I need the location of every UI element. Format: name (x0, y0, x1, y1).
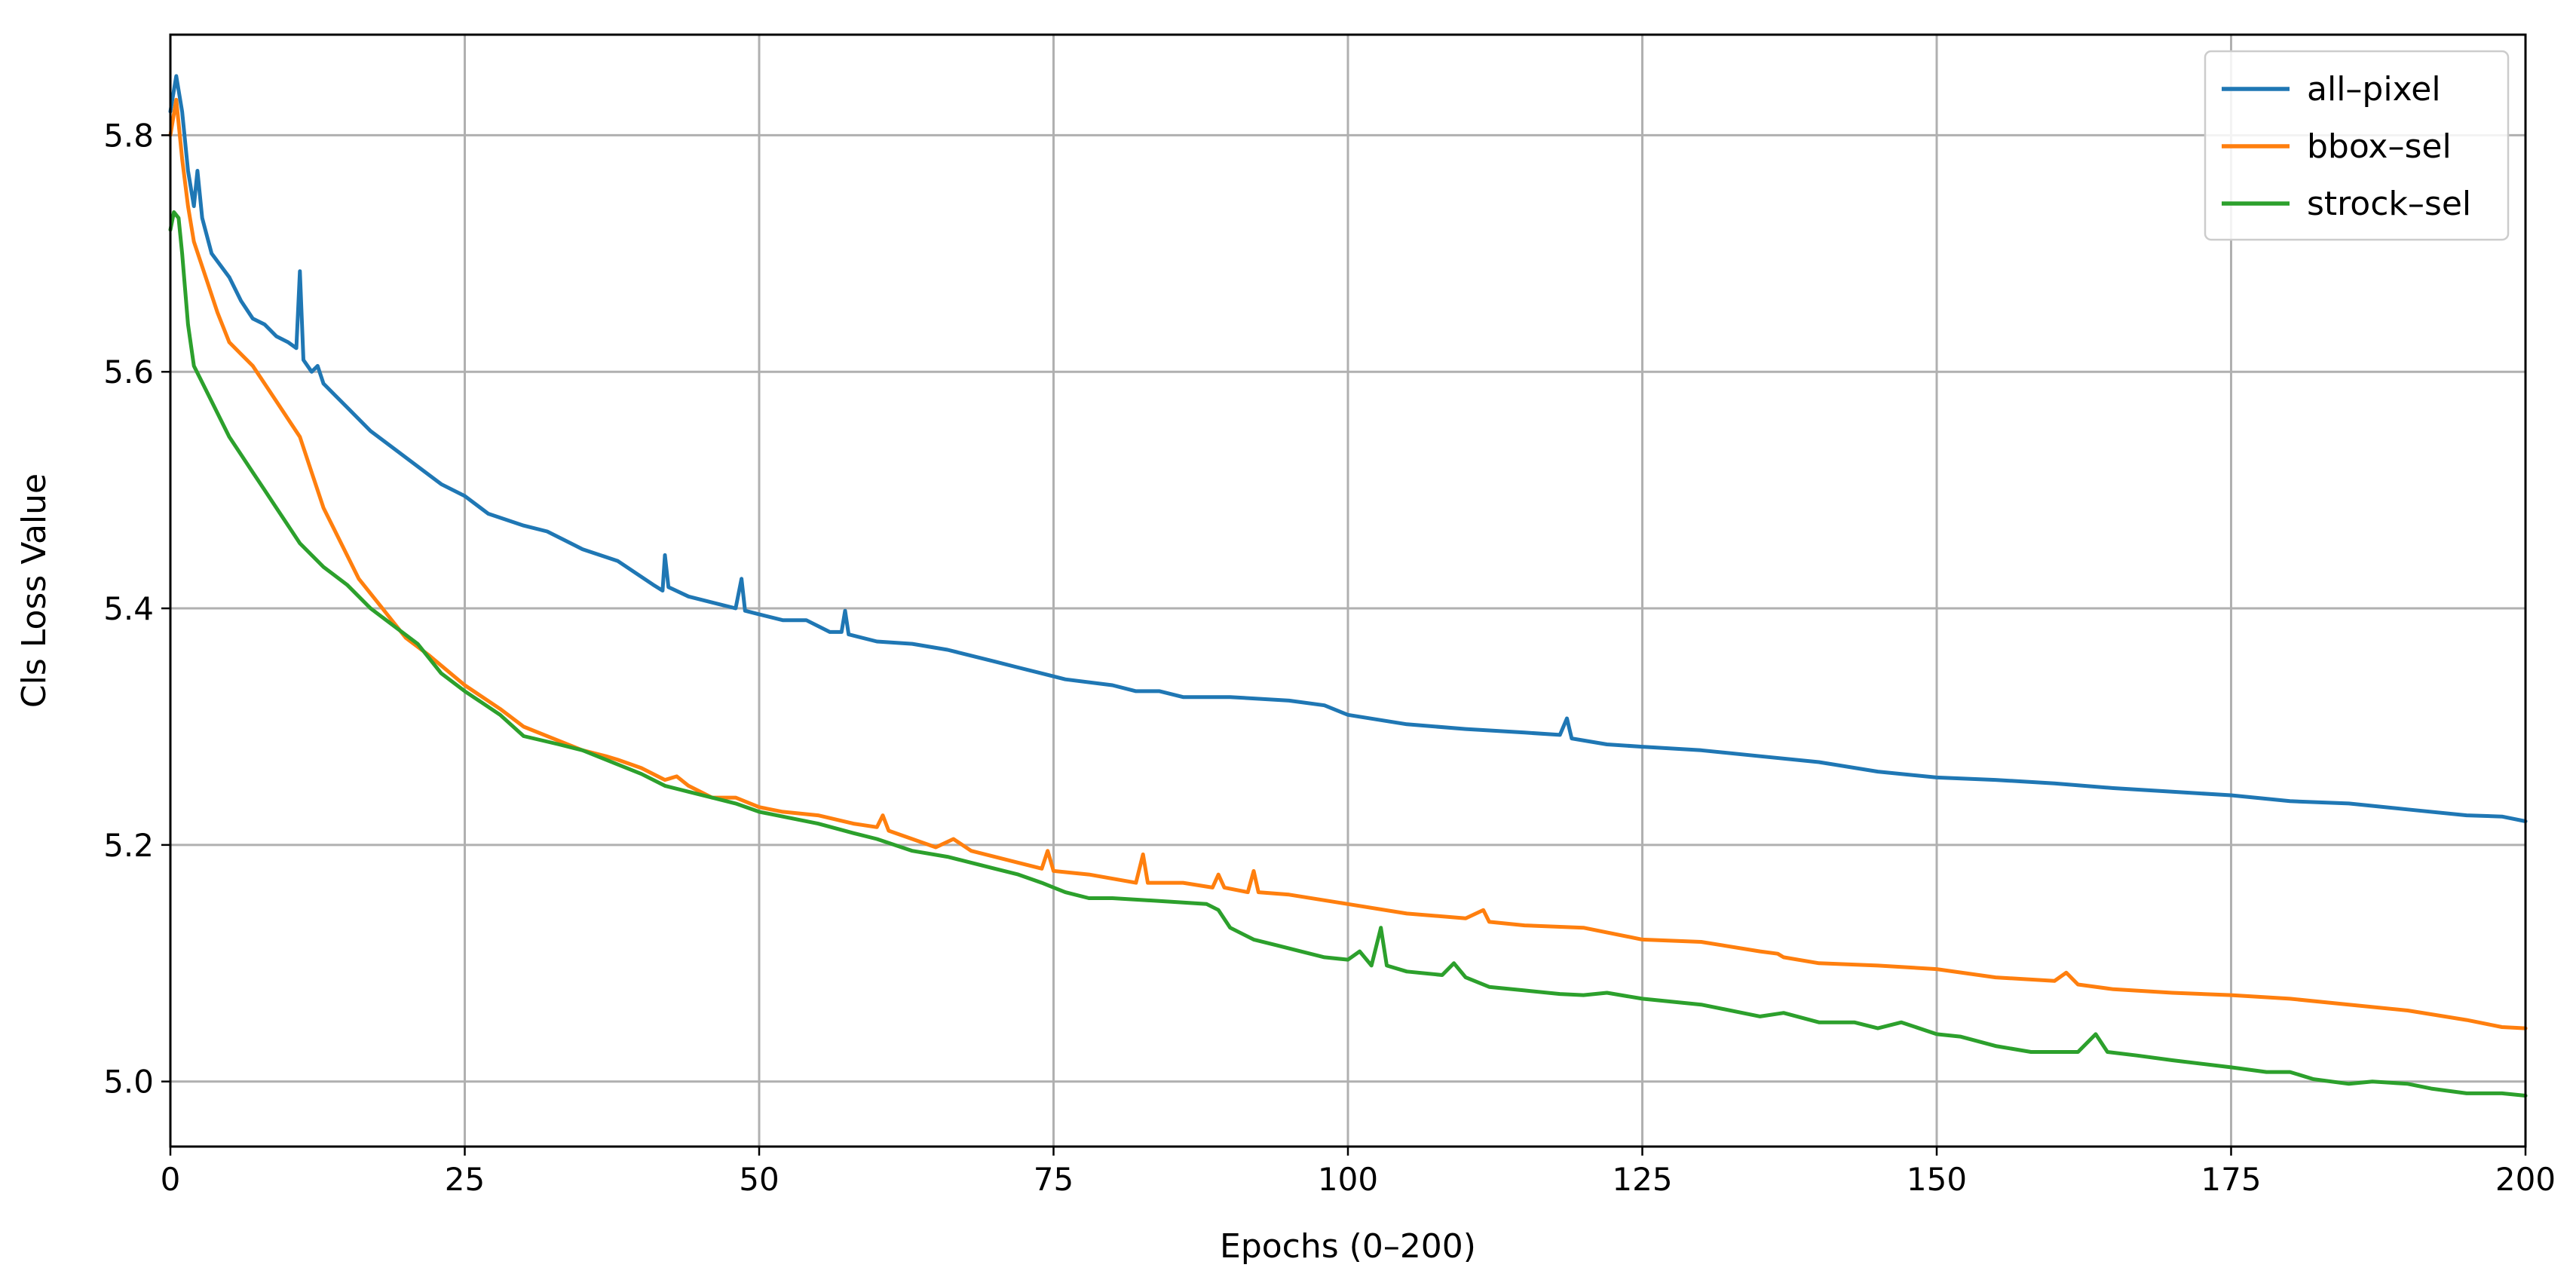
series-lines (168, 74, 2528, 1098)
x-tick-label: 0 (161, 1161, 181, 1198)
legend-label-0: all–pixel (2307, 70, 2441, 109)
legend-label-1: bbox–sel (2307, 127, 2452, 166)
x-tick-label: 100 (1318, 1161, 1378, 1198)
x-tick-label: 175 (2201, 1161, 2261, 1198)
x-tick-label: 25 (445, 1161, 485, 1198)
y-tick-label: 5.4 (103, 590, 154, 627)
legend-box (2204, 50, 2510, 241)
legend: all–pixel bbox–sel strock–sel (2204, 50, 2510, 241)
y-tick-label: 5.6 (103, 354, 154, 390)
y-axis-label: Cls Loss Value (15, 473, 54, 708)
legend-label-2: strock–sel (2307, 185, 2471, 223)
y-tick-label: 5.2 (103, 827, 154, 864)
x-axis-label: Epochs (0–200) (1220, 1227, 1476, 1266)
x-tick-label: 125 (1612, 1161, 1672, 1198)
grid-lines (169, 35, 2527, 1147)
series-line-2 (168, 210, 2528, 1098)
x-tick-label: 50 (739, 1161, 779, 1198)
series-line-1 (168, 97, 2528, 1030)
y-tick-label: 5.8 (103, 117, 154, 154)
x-tick-label: 75 (1034, 1161, 1074, 1198)
y-tick-label: 5.0 (103, 1064, 154, 1101)
x-tick-label: 200 (2495, 1161, 2556, 1198)
series-line-0 (168, 74, 2528, 823)
legend-items: all–pixel bbox–sel strock–sel (2222, 70, 2471, 223)
axis-ticks: 0 25 50 75 100 125 150 175 200 5.0 5.2 5.4 5.6 5.8 (103, 117, 2556, 1198)
x-tick-label: 150 (1907, 1161, 1967, 1198)
